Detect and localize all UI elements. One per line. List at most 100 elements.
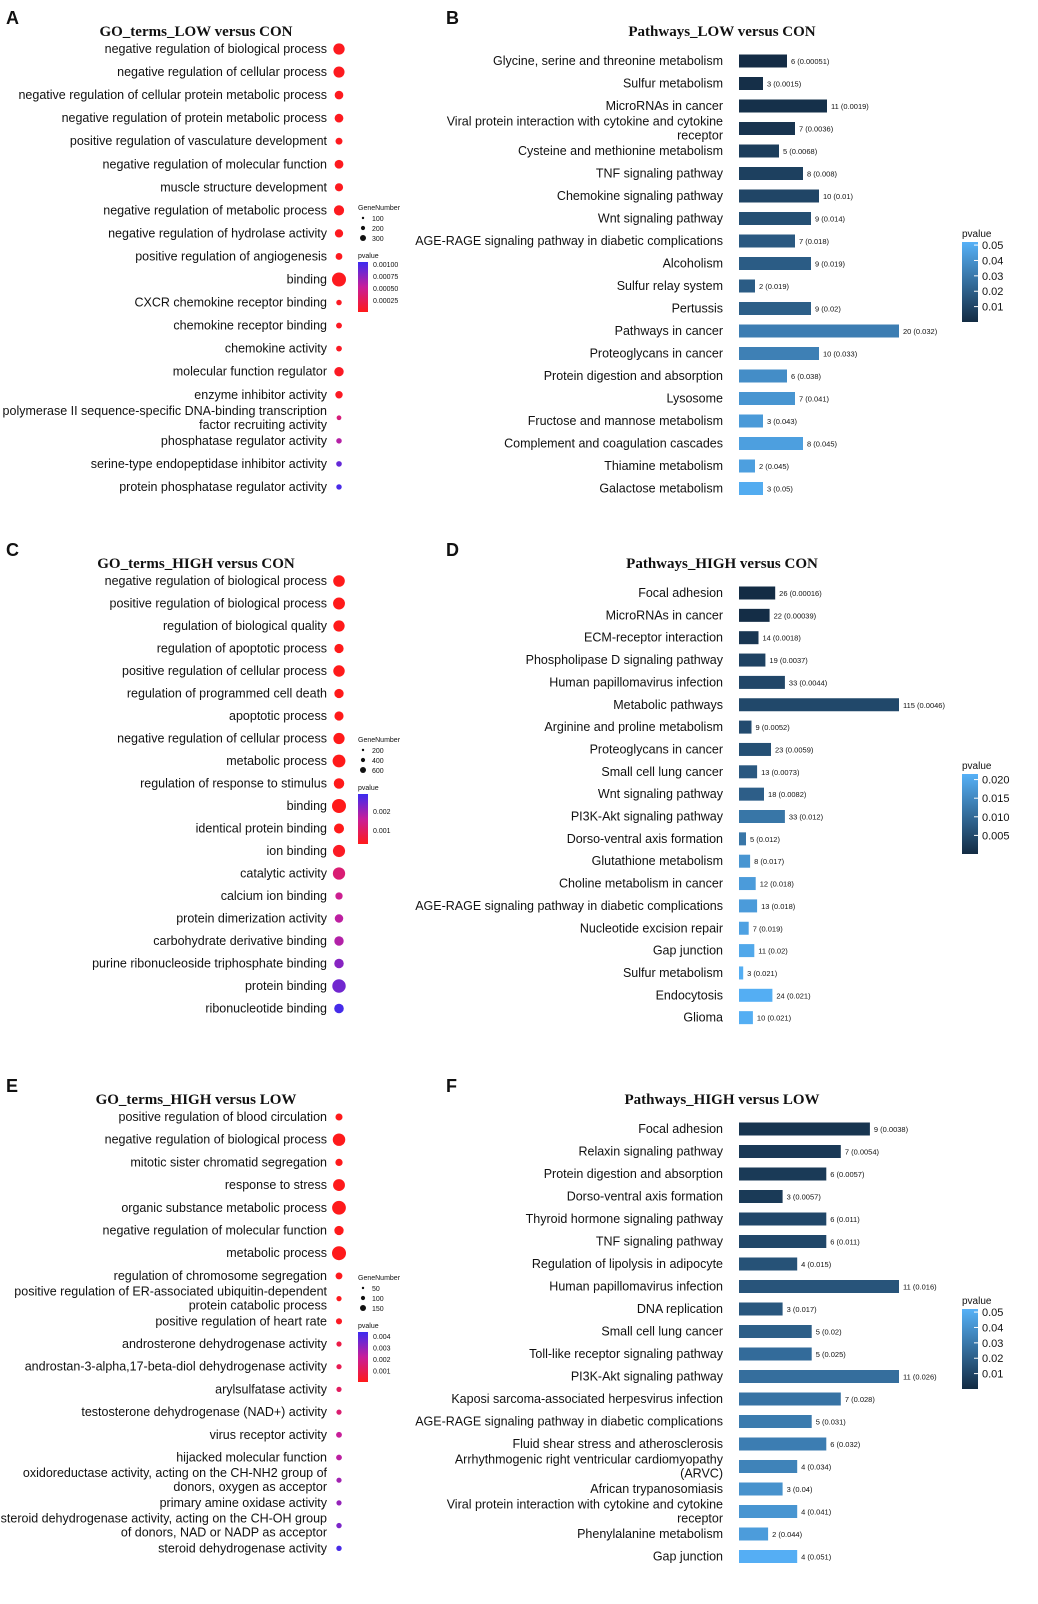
term-dot [336, 1545, 342, 1551]
term-dot [333, 575, 345, 587]
term-dot [334, 711, 344, 721]
legend-colorbar [962, 242, 978, 322]
term-label: steroid dehydrogenase activity, acting o… [1, 1512, 327, 1540]
pathway-label: Glutathione metabolism [592, 854, 723, 868]
bar-label: 8 (0.045) [807, 440, 838, 449]
bar-label: 4 (0.051) [801, 1553, 832, 1562]
panel-letter: B [446, 8, 459, 28]
term-dot [336, 484, 342, 490]
term-label: positive regulation of cellular process [122, 664, 327, 678]
pathway-bar [739, 899, 758, 913]
legend-color-title: pvalue [358, 785, 379, 792]
term-label: chemokine activity [225, 342, 328, 356]
term-dot [332, 979, 346, 993]
bar-label: 18 (0.0082) [768, 790, 807, 799]
legend-tick-label: 0.01 [982, 1369, 1003, 1381]
pathway-label: Gap junction [653, 944, 723, 958]
legend-colorbar [358, 794, 368, 844]
legend-size-dot [361, 216, 365, 220]
pathway-bar [739, 1527, 769, 1541]
term-dot [332, 272, 346, 287]
pathway-label: Choline metabolism in cancer [559, 877, 723, 891]
term-dot [335, 1113, 343, 1121]
term-label: positive regulation of heart rate [155, 1314, 327, 1328]
pathway-bar [739, 1280, 899, 1293]
bar-label: 6 (0.00051) [791, 57, 830, 66]
pathway-bar [739, 877, 756, 891]
pathway-label: AGE-RAGE signaling pathway in diabetic c… [415, 1415, 723, 1429]
term-dot [333, 597, 345, 610]
bar-label: 7 (0.019) [753, 924, 784, 933]
bar-label: 5 (0.012) [750, 835, 781, 844]
term-label: carbohydrate derivative binding [153, 934, 327, 948]
bar-label: 10 (0.021) [757, 1014, 792, 1023]
bar-label: 3 (0.021) [747, 969, 778, 978]
term-label: androstan-3-alpha,17-beta-diol dehydroge… [25, 1360, 328, 1374]
bar-label: 6 (0.011) [830, 1238, 860, 1247]
term-dot [334, 367, 344, 377]
pathway-bar [739, 1325, 812, 1338]
pathway-label: Fructose and mannose metabolism [528, 414, 723, 428]
pathway-label: Gap junction [653, 1550, 723, 1564]
term-label: arylsulfatase activity [215, 1382, 328, 1396]
pathway-label: Lysosome [666, 392, 723, 406]
term-dot [336, 1477, 342, 1483]
legend-title: pvalue [962, 1296, 992, 1307]
term-dot [335, 253, 343, 260]
term-label: oxidoreductase activity, acting on the C… [23, 1466, 328, 1494]
pathway-label: Pathways in cancer [615, 324, 723, 338]
pathway-bar [739, 1122, 870, 1136]
bar-label: 12 (0.018) [760, 880, 795, 889]
bar-label: 7 (0.041) [799, 395, 830, 404]
term-label: ion binding [267, 844, 328, 858]
bar-label: 9 (0.014) [815, 215, 846, 224]
term-dot [336, 461, 342, 467]
legend-size-dot [361, 1286, 365, 1290]
bar-label: 8 (0.008) [807, 170, 838, 179]
term-label: regulation of response to stimulus [140, 777, 327, 791]
pathway-bar [739, 1370, 899, 1383]
legend-size-label: 600 [372, 768, 384, 775]
pathway-bar [739, 1145, 841, 1158]
term-dot [334, 914, 344, 923]
legend-size-title: GeneNumber [358, 1275, 401, 1282]
legend-color-label: 0.004 [373, 1334, 391, 1341]
term-label: regulation of programmed cell death [127, 687, 327, 701]
bar-label: 6 (0.0057) [830, 1170, 865, 1179]
term-label: negative regulation of protein metabolic… [62, 111, 327, 125]
bar-label: 14 (0.0018) [762, 634, 801, 643]
term-dot [332, 1133, 346, 1146]
term-label: negative regulation of molecular functio… [103, 1224, 327, 1238]
legend-colorbar [358, 262, 368, 312]
pathway-label: Dorso-ventral axis formation [567, 832, 723, 846]
term-label: protein binding [245, 979, 327, 993]
panel-letter: F [446, 1076, 457, 1096]
pathway-bar [739, 212, 811, 225]
term-label: steroid dehydrogenase activity [158, 1541, 328, 1555]
bar-label: 10 (0.01) [823, 192, 854, 201]
pathway-label: Complement and coagulation cascades [504, 437, 723, 451]
term-dot [336, 299, 342, 306]
term-dot [334, 936, 344, 946]
pathway-bar [739, 347, 819, 360]
bar-label: 11 (0.016) [903, 1283, 937, 1292]
panel-letter: A [6, 8, 19, 28]
pathway-label: Glycine, serine and threonine metabolism [493, 54, 723, 68]
term-dot [334, 183, 344, 192]
bar-label: 11 (0.026) [903, 1373, 937, 1382]
term-label: negative regulation of molecular functio… [103, 157, 327, 171]
pathway-bar [739, 257, 811, 270]
term-dot [334, 688, 344, 699]
pathway-label: Endocytosis [656, 988, 723, 1002]
legend-tick-label: 0.02 [982, 1353, 1003, 1365]
bar-label: 13 (0.018) [761, 902, 796, 911]
bar-label: 33 (0.0044) [789, 678, 828, 687]
term-label: hijacked molecular function [176, 1451, 327, 1465]
term-dot [334, 90, 344, 100]
term-dot [334, 1225, 344, 1236]
pathway-label: Thyroid hormone signaling pathway [526, 1212, 724, 1226]
term-dot [334, 113, 344, 123]
panel-letter: D [446, 540, 459, 560]
bar-label: 23 (0.0059) [775, 745, 814, 754]
term-dot [335, 1272, 343, 1280]
